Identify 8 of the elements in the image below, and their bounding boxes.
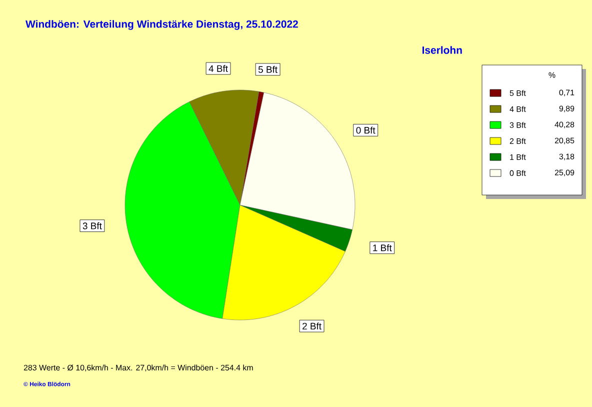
slice-label: 2 Bft: [302, 322, 322, 330]
slice-label: 0 Bft: [356, 126, 376, 134]
slice-label: 4 Bft: [208, 65, 228, 72]
slice-label: 1 Bft: [373, 244, 392, 252]
chart-title: Windböen: Verteilung Windstärke Dienstag, 25.10.2022: [26, 20, 298, 30]
chart-subtitle: Iserlohn: [422, 46, 462, 54]
slice-label: 3 Bft: [82, 222, 102, 230]
slice-label: 5 Bft: [258, 66, 278, 73]
